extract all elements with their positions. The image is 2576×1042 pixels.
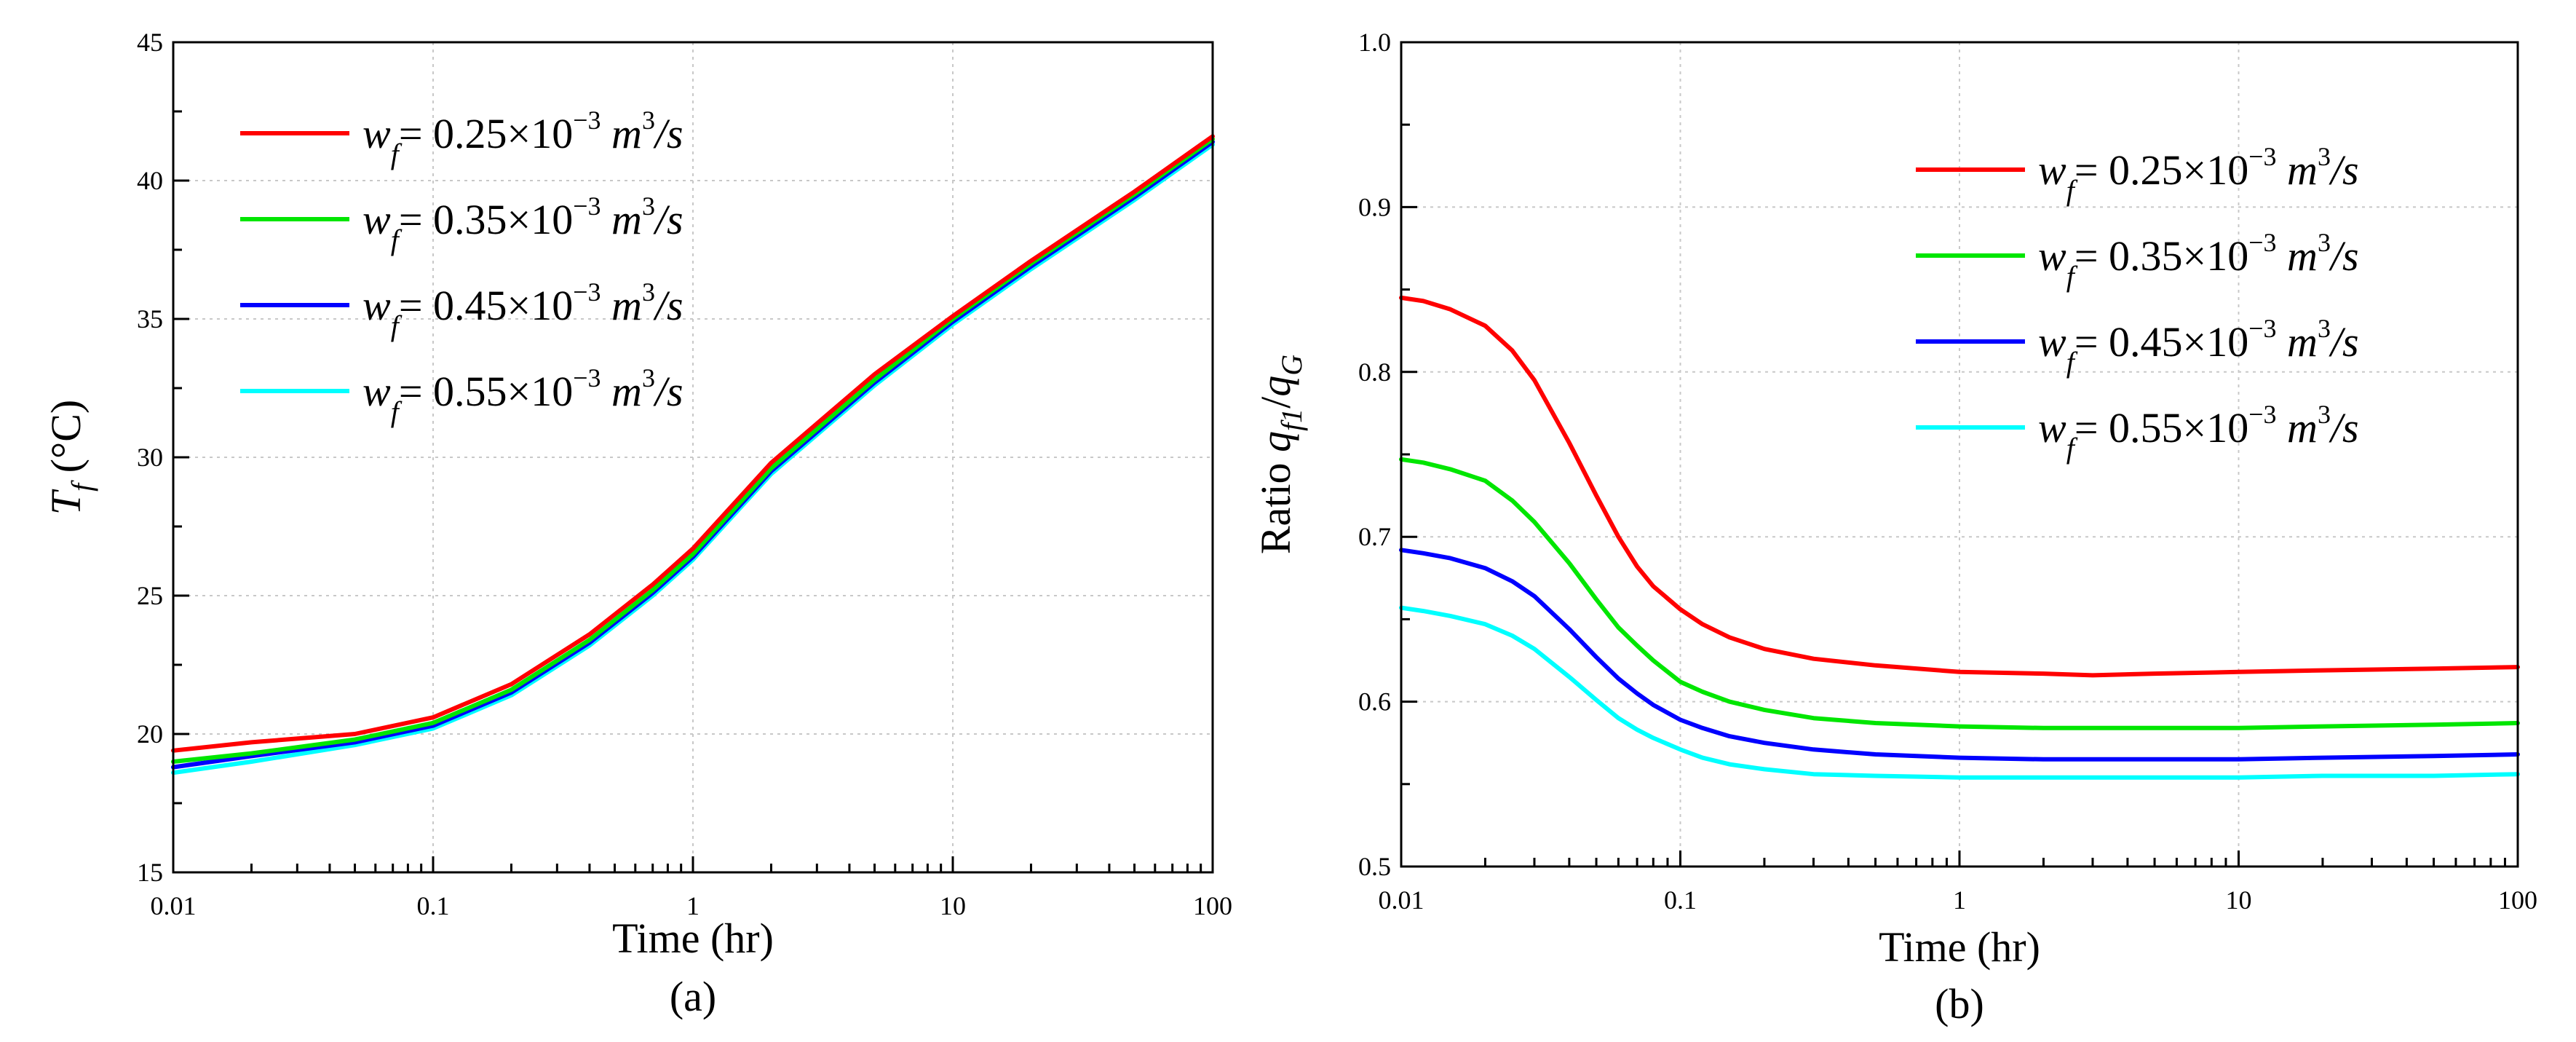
legend-label: wf= 0.25×10−3 m3/s — [2038, 142, 2359, 207]
y-tick-label: 0.9 — [1358, 192, 1391, 221]
series-line — [1399, 457, 2520, 730]
legend-label: wf= 0.55×10−3 m3/s — [2038, 400, 2359, 465]
legend-label: wf= 0.55×10−3 m3/s — [362, 363, 683, 428]
y-tick-label: 0.8 — [1358, 358, 1391, 387]
series-line — [171, 139, 1215, 770]
series-line — [171, 134, 1215, 753]
x-tick-label: 0.1 — [417, 891, 450, 920]
panel-a-x-axis-title: Time (hr) — [612, 915, 774, 962]
series-line — [1399, 605, 2520, 780]
y-tick-label: 25 — [137, 581, 163, 610]
panel-a-y-tick-labels: 15 20 25 30 35 40 45 — [137, 28, 163, 887]
legend-label: wf= 0.45×10−3 m3/s — [362, 277, 683, 342]
legend-label: wf= 0.25×10−3 m3/s — [362, 106, 683, 170]
legend-label: wf= 0.45×10−3 m3/s — [2038, 314, 2359, 379]
series-line — [1399, 295, 2520, 678]
panel-a-x-tick-labels: 0.01 0.1 1 10 100 — [151, 891, 1233, 920]
y-tick-label: 0.5 — [1358, 852, 1391, 881]
y-tick-label: 30 — [137, 443, 163, 472]
panel-a-legend: wf= 0.25×10−3 m3/s wf= 0.35×10−3 m3/s wf= … — [240, 106, 683, 428]
x-tick-label: 1 — [1953, 885, 1966, 915]
panel-b-series — [1399, 295, 2520, 780]
y-tick-label: 0.6 — [1358, 687, 1391, 717]
panel-a-grid — [173, 42, 1213, 872]
panel-b-legend: wf= 0.25×10−3 m3/s wf= 0.35×10−3 m3/s wf= … — [1916, 142, 2359, 465]
y-tick-label: 1.0 — [1358, 28, 1391, 57]
y-tick-label: 20 — [137, 719, 163, 749]
legend-label: wf= 0.35×10−3 m3/s — [2038, 228, 2359, 293]
panel-a-chart: 0.01 0.1 1 10 100 15 20 25 30 35 40 45 Time (hr) (… — [42, 28, 1232, 1020]
y-tick-label: 45 — [137, 28, 163, 57]
x-tick-label: 100 — [2498, 885, 2537, 915]
x-tick-label: 10 — [2226, 885, 2252, 915]
x-tick-label: 0.1 — [1664, 885, 1697, 915]
y-tick-label: 40 — [137, 166, 163, 195]
x-tick-label: 1 — [686, 891, 700, 920]
x-tick-label: 0.01 — [1379, 885, 1424, 915]
panel-b-y-axis-title: Ratio qf1/qG — [1252, 355, 1308, 554]
panel-b-chart: 0.01 0.1 1 10 100 0.5 0.6 0.7 0.8 0.9 1.0 Time (h… — [1252, 28, 2537, 1027]
panel-b-y-tick-labels: 0.5 0.6 0.7 0.8 0.9 1.0 — [1358, 28, 1391, 881]
series-line — [171, 137, 1215, 764]
series-line — [1399, 548, 2520, 762]
y-tick-label: 15 — [137, 858, 163, 887]
x-tick-label: 0.01 — [151, 891, 197, 920]
x-tick-label: 100 — [1193, 891, 1232, 920]
x-tick-label: 10 — [940, 891, 966, 920]
panel-b-label: (b) — [1935, 980, 1984, 1027]
panel-b-ticks — [1400, 41, 2519, 868]
panel-a-series — [171, 134, 1215, 775]
panel-b-x-axis-title: Time (hr) — [1879, 923, 2040, 971]
y-tick-label: 0.7 — [1358, 522, 1391, 551]
panel-a-y-axis-title: Tf (°C) — [42, 400, 98, 515]
panel-b-x-tick-labels: 0.01 0.1 1 10 100 — [1379, 885, 2538, 915]
y-tick-label: 35 — [137, 304, 163, 333]
panel-a-label: (a) — [670, 973, 716, 1020]
panel-a-ticks — [172, 41, 1214, 874]
legend-label: wf= 0.35×10−3 m3/s — [362, 192, 683, 256]
